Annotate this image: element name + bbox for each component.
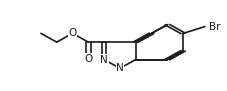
- Text: Br: Br: [208, 22, 219, 32]
- Text: O: O: [84, 54, 92, 64]
- Text: O: O: [68, 28, 76, 38]
- Text: N: N: [100, 55, 108, 65]
- Text: N: N: [116, 63, 123, 73]
